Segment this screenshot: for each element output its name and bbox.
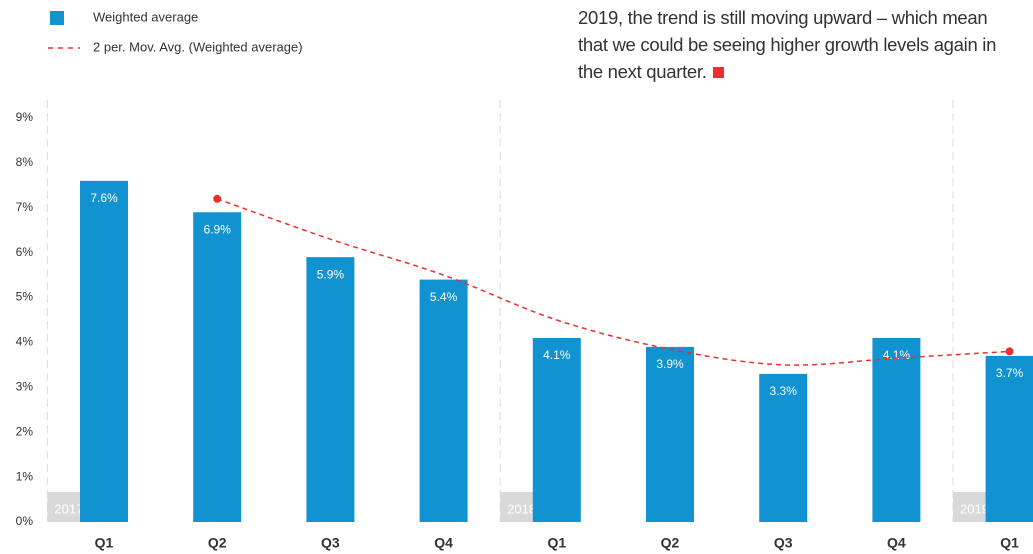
bar — [872, 337, 921, 522]
bar — [80, 180, 128, 522]
line-point — [1005, 347, 1014, 356]
x-tick-label: Q4 — [434, 535, 453, 551]
x-tick-label: Q1 — [547, 535, 566, 551]
data-label: 3.9% — [656, 357, 684, 371]
legend-label: Weighted average — [93, 9, 198, 24]
data-label: 6.9% — [204, 222, 232, 236]
group-label: 2019 — [960, 501, 989, 516]
bar — [419, 279, 468, 522]
legend-label: 2 per. Mov. Avg. (Weighted average) — [93, 39, 303, 54]
note-line: 2019, the trend is still moving upward –… — [578, 7, 988, 28]
bar — [193, 212, 242, 522]
bar — [306, 257, 355, 522]
y-tick-label: 9% — [16, 110, 34, 124]
y-tick-label: 3% — [16, 380, 34, 394]
data-label: 7.6% — [90, 191, 118, 205]
end-mark — [712, 67, 724, 78]
y-tick-label: 2% — [16, 424, 34, 438]
data-label: 5.9% — [317, 267, 345, 281]
x-tick-label: Q3 — [774, 535, 793, 551]
x-tick-label: Q2 — [661, 535, 680, 551]
legend-swatch — [50, 11, 64, 25]
x-tick-label: Q1 — [1000, 535, 1019, 551]
x-tick-label: Q3 — [321, 535, 340, 551]
note-line: that we could be seeing higher growth le… — [578, 34, 997, 55]
x-tick-label: Q4 — [887, 535, 906, 551]
y-tick-label: 5% — [16, 290, 34, 304]
note: 2019, the trend is still moving upward –… — [578, 4, 1033, 85]
group-label: 2018 — [507, 501, 536, 516]
bar — [646, 346, 694, 522]
bar — [759, 373, 808, 522]
y-tick-label: 8% — [16, 155, 34, 169]
y-tick-label: 0% — [16, 514, 34, 528]
bar — [985, 355, 1033, 522]
y-tick-label: 6% — [16, 245, 34, 259]
data-label: 5.4% — [430, 290, 458, 304]
bar — [532, 337, 581, 522]
data-label: 3.3% — [770, 384, 798, 398]
moving-average-line — [216, 198, 1010, 366]
data-label: 4.1% — [543, 348, 571, 362]
note-line: the next quarter. — [578, 58, 1033, 85]
line-point — [213, 194, 222, 203]
note-text: the next quarter. — [578, 61, 707, 82]
y-tick-label: 1% — [16, 469, 34, 483]
x-tick-label: Q1 — [95, 535, 114, 551]
x-tick-label: Q2 — [208, 535, 227, 551]
data-label: 4.1% — [883, 348, 911, 362]
group-label: 2017 — [54, 501, 83, 516]
y-tick-label: 4% — [16, 335, 34, 349]
data-label: 3.7% — [996, 366, 1024, 380]
y-tick-label: 7% — [16, 200, 34, 214]
